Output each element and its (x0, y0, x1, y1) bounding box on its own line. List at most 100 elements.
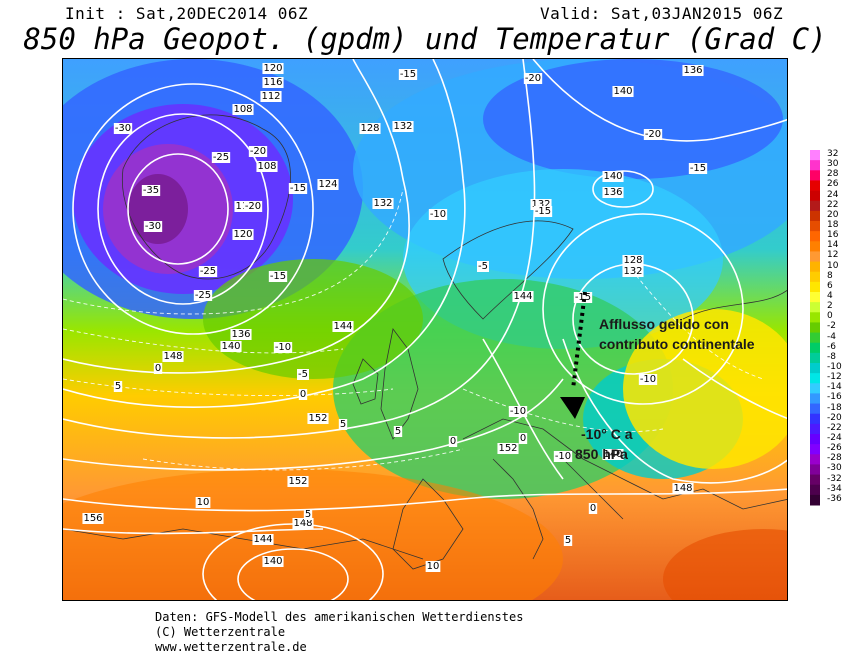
annotation-line-2: contributo continentale (599, 336, 755, 352)
legend-swatch (810, 423, 820, 435)
temperature-label: -25 (195, 290, 211, 301)
geopotential-label-bg (622, 266, 644, 277)
geopotential-label: 152 (288, 476, 307, 487)
temperature-label-bg (143, 221, 163, 232)
legend-label: -24 (827, 433, 842, 443)
temperature-label: -10 (640, 374, 656, 385)
geopotential-label: 120 (233, 229, 252, 240)
temperature-label: -25 (213, 152, 229, 163)
geopotential-label-bg (220, 341, 242, 352)
geopotential-label-bg (392, 121, 414, 132)
geopotential-label: 136 (683, 65, 702, 76)
temperature-label-bg (688, 163, 708, 174)
geopotential-label: 132 (373, 198, 392, 209)
temperature-label-bg (193, 290, 213, 301)
temperature-label: 0 (520, 433, 526, 444)
geopotential-label: 112 (261, 91, 280, 102)
temperature-label-bg (248, 146, 268, 157)
temperature-label: -15 (535, 206, 551, 217)
legend-swatch (810, 352, 820, 364)
temperature-label: 10 (427, 561, 440, 572)
temperature-label: -10 (275, 342, 291, 353)
temperature-label-bg (113, 123, 133, 134)
legend-swatch (810, 292, 820, 303)
geopotential-label-bg (256, 161, 278, 172)
temperature-label: -20 (645, 129, 661, 140)
temperature-label: -15 (575, 292, 591, 303)
temperature-label: -10 (555, 451, 571, 462)
temperature-label-bg (533, 206, 553, 217)
temperature-label: -25 (200, 266, 216, 277)
annotation-line-1: Afflusso gelido con (599, 316, 729, 332)
footer-website: www.wetterzentrale.de (155, 640, 307, 654)
temperature-label-bg (523, 73, 543, 84)
footer-copyright: (C) Wetterzentrale (155, 625, 286, 639)
geopotential-label: 144 (333, 321, 352, 332)
geopotential-label-bg (622, 255, 644, 266)
geopotential-label: 140 (603, 171, 622, 182)
geopotential-label: 120 (263, 63, 282, 74)
temperature-label: -5 (298, 369, 308, 380)
geopotential-label-bg (82, 513, 104, 524)
legend-label: -22 (827, 422, 842, 433)
legend-swatch (810, 150, 820, 161)
geopotential-label: 152 (498, 443, 517, 454)
legend-swatch (810, 393, 820, 405)
legend-swatch (810, 454, 820, 465)
legend-label: 6 (827, 280, 833, 291)
legend-label: -34 (827, 483, 842, 494)
legend-swatch (810, 342, 820, 354)
geopotential-label: 144 (513, 291, 532, 302)
warm-region-southeast (663, 529, 787, 600)
temperature-label: -15 (400, 69, 416, 80)
geopotential-label-bg (530, 199, 552, 210)
geopotential-label-bg (372, 198, 394, 209)
legend-swatch (810, 210, 820, 222)
legend-swatch (810, 190, 820, 202)
map-canvas: 1561521521521481481481441441441401401401… (63, 59, 787, 600)
temperature-label: -30 (145, 221, 161, 232)
temperature-label-bg (268, 271, 288, 282)
legend-label: -6 (827, 341, 836, 352)
temperature-label-bg (273, 342, 293, 353)
legend-label: -10 (827, 362, 842, 372)
geopotential-label-bg (260, 91, 282, 102)
temperature-label: 5 (305, 509, 311, 520)
geopotential-label-bg (307, 413, 329, 424)
temperature-label-bg (428, 209, 448, 220)
temperature-label-bg (588, 503, 598, 514)
temperature-label-bg (563, 535, 573, 546)
geopotential-label: 108 (257, 161, 276, 172)
temperature-label: -35 (143, 185, 159, 196)
temperature-label-bg (638, 374, 658, 385)
geopotential-label-bg (262, 63, 284, 74)
legend-swatch (810, 363, 820, 374)
init-time: Init : Sat,20DEC2014 06Z (65, 4, 309, 23)
legend-swatch (810, 241, 820, 252)
temperature-label: 0 (590, 503, 596, 514)
legend-label: -30 (827, 463, 842, 474)
geopotential-label: 148 (163, 351, 182, 362)
temperature-label: -10 (430, 209, 446, 220)
temperature-label: 10 (197, 497, 210, 508)
legend-swatch (810, 160, 820, 171)
legend-swatch (810, 180, 820, 192)
footer: Daten: GFS-Modell des amerikanischen Wet… (155, 610, 523, 655)
legend-label: -2 (827, 321, 836, 332)
geopotential-label-bg (602, 449, 624, 460)
footer-source: Daten: GFS-Modell des amerikanischen Wet… (155, 610, 524, 624)
map-title: 850 hPa Geopot. (gpdm) und Temperatur (G… (23, 22, 827, 56)
temperature-label: -15 (290, 183, 306, 194)
temperature-label: -30 (115, 123, 131, 134)
geopotential-label-bg (672, 483, 694, 494)
legend-label: 14 (827, 240, 839, 251)
temperature-label: -5 (478, 261, 488, 272)
temperature-label: -10 (510, 406, 526, 417)
geopotential-label-bg (262, 556, 284, 567)
geopotential-label: 140 (613, 86, 632, 97)
geopotential-label: 148 (293, 518, 312, 529)
legend-swatch (810, 302, 820, 313)
temperature-label-bg (643, 129, 663, 140)
contour-labels: 1561521521521481481481441441441401401401… (82, 63, 708, 572)
temperature-label-bg (477, 261, 489, 272)
